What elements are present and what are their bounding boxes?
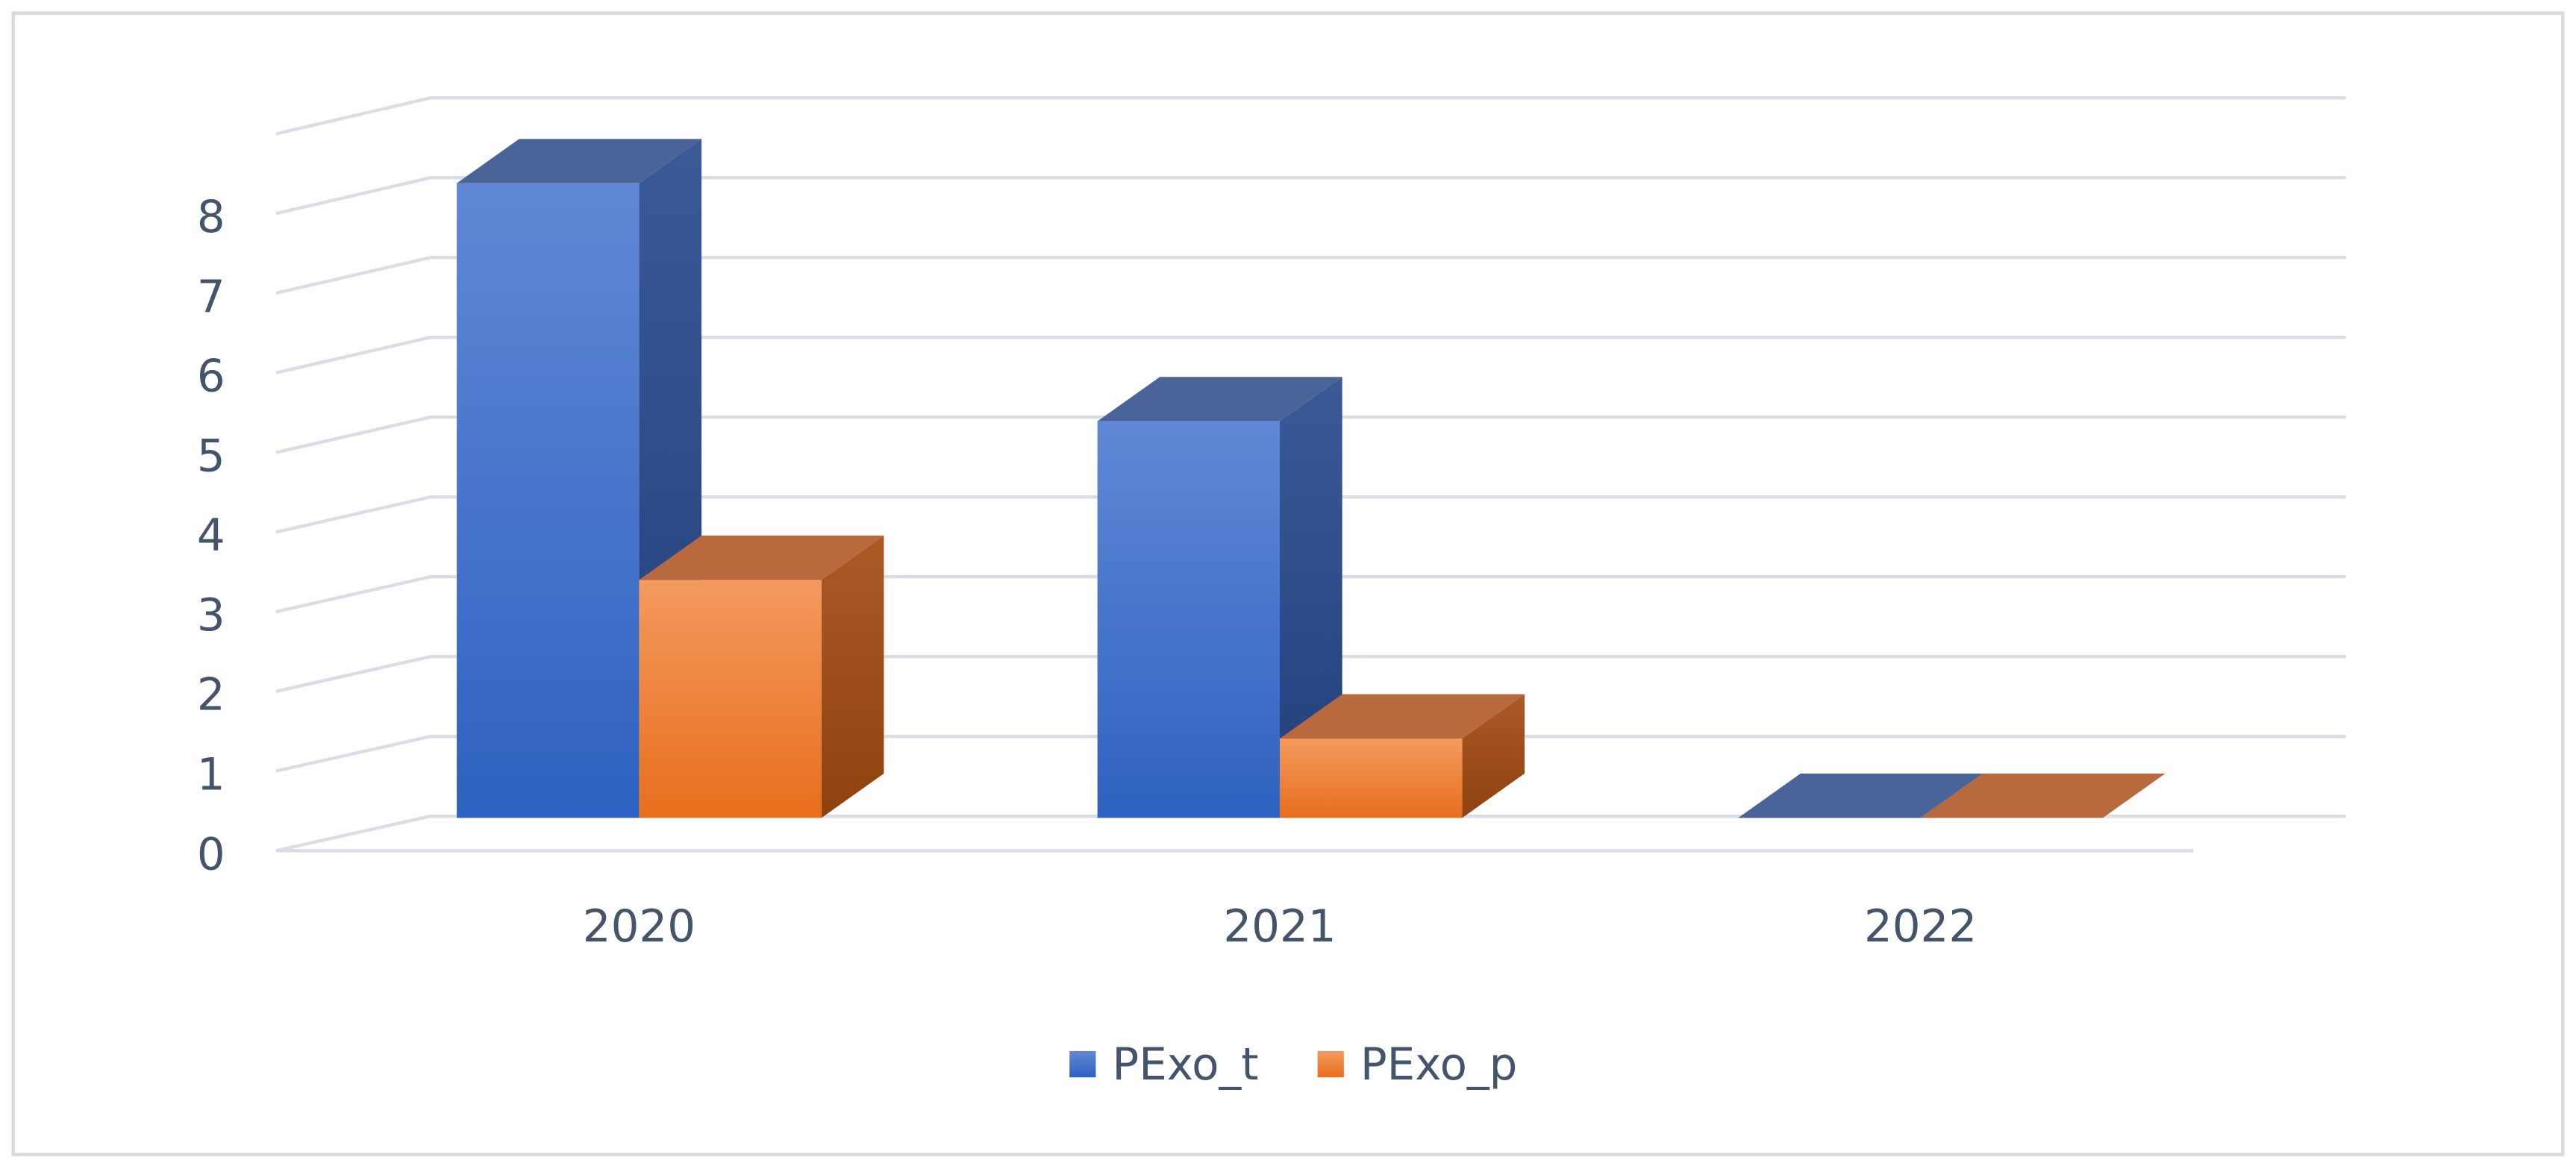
bar-front <box>639 580 822 818</box>
grid-line <box>275 495 2346 534</box>
legend-swatch <box>1317 1050 1344 1078</box>
grid-line <box>275 175 2346 216</box>
x-tick-label: 2021 <box>1223 901 1336 953</box>
bar-front <box>1097 421 1280 818</box>
y-tick-label: 1 <box>197 750 225 801</box>
bar-top <box>1097 377 1342 421</box>
y-tick-label: 4 <box>197 510 225 562</box>
y-tick-label: 3 <box>197 590 225 642</box>
grid-line <box>275 574 2346 614</box>
y-tick-label: 5 <box>197 430 225 482</box>
bar-top <box>1738 773 1983 818</box>
x-tick-label: 2020 <box>583 901 695 953</box>
grid-line <box>275 335 2346 374</box>
y-tick-label: 7 <box>197 272 225 323</box>
x-tick-label: 2022 <box>1864 901 1977 953</box>
bar-top <box>1279 694 1525 739</box>
grid-line <box>275 734 2346 773</box>
bar-front <box>1279 738 1463 818</box>
legend-swatch <box>1069 1050 1096 1078</box>
y-tick-label: 2 <box>197 670 225 721</box>
bar-side <box>821 535 884 818</box>
legend-label: PExo_p <box>1360 1039 1518 1091</box>
y-tick-label: 0 <box>197 829 225 880</box>
y-tick-label: 8 <box>197 192 225 243</box>
bar-top <box>639 535 884 580</box>
wall-top-line <box>275 96 2346 136</box>
bar-side <box>1462 694 1525 818</box>
grid-line <box>275 814 2346 853</box>
legend-label: PExo_t <box>1112 1039 1258 1091</box>
y-tick-label: 6 <box>197 351 225 403</box>
bar-top <box>457 139 702 184</box>
bar-top <box>1920 773 2166 818</box>
bar-front <box>457 183 640 818</box>
grid-line <box>275 255 2346 295</box>
grid-line <box>275 654 2346 693</box>
grid-line <box>275 415 2346 454</box>
